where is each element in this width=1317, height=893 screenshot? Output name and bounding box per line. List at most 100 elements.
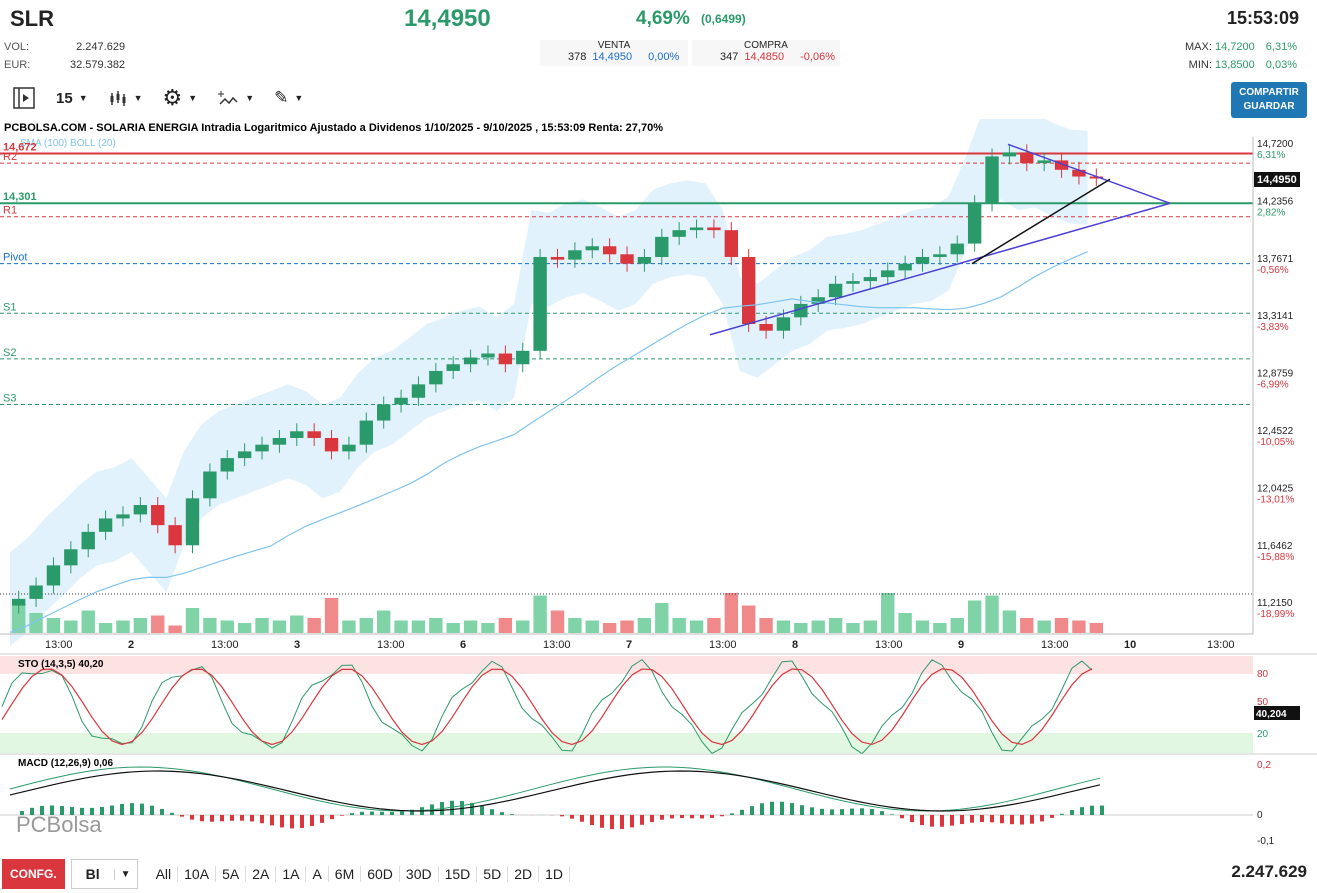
macd-histogram-bar <box>380 811 384 815</box>
volume-bar <box>637 618 652 633</box>
macd-histogram-bar <box>100 806 104 815</box>
period-5d[interactable]: 5D <box>477 866 509 882</box>
level-label: 14,672 <box>3 141 37 153</box>
candle-body <box>272 437 287 445</box>
period-10a[interactable]: 10A <box>178 866 217 882</box>
macd-histogram-bar <box>340 815 344 816</box>
macd-histogram-bar <box>360 811 364 815</box>
macd-histogram-bar <box>570 815 574 819</box>
volume-bar <box>151 615 165 633</box>
candle-body <box>12 598 26 606</box>
candle-body <box>689 227 704 231</box>
period-1a[interactable]: 1A <box>276 866 307 882</box>
candle-body <box>637 256 652 264</box>
panel-toggle-button[interactable] <box>4 85 44 111</box>
last-price-tag-bg <box>1254 172 1300 187</box>
candle-body <box>1037 160 1051 164</box>
bollinger-band <box>10 119 1088 646</box>
candle-body <box>933 254 947 257</box>
chart-type-select[interactable]: ▼ <box>100 85 151 111</box>
volume-bar <box>759 618 773 633</box>
macd-histogram-bar <box>650 815 654 823</box>
max-label: MAX: <box>1185 41 1212 53</box>
volume-bar <box>237 623 252 633</box>
period-2a[interactable]: 2A <box>246 866 277 882</box>
volume-bar <box>602 623 617 633</box>
volume-bar <box>585 620 599 633</box>
play-panel-icon <box>13 87 35 109</box>
macd-histogram-bar <box>1100 805 1104 815</box>
macd-histogram-bar <box>580 815 584 822</box>
vol-value: 2.247.629 <box>76 41 126 53</box>
candle-body <box>359 420 373 445</box>
x-tick-label: 13:00 <box>211 639 239 651</box>
volume-bar <box>967 600 982 633</box>
interval-value: 15 <box>56 89 73 107</box>
macd-histogram-bar <box>80 807 84 815</box>
total-volume: 2.247.629 <box>1231 862 1307 881</box>
candle-body <box>116 514 130 519</box>
y-tick-pct: -0,56% <box>1257 265 1289 276</box>
period-a[interactable]: A <box>306 866 329 882</box>
macd-histogram-bar <box>1000 815 1004 824</box>
volume-bar <box>950 618 964 633</box>
candle-body <box>898 263 912 271</box>
macd-histogram-bar <box>790 803 794 815</box>
period-2d[interactable]: 2D <box>508 866 540 882</box>
period-30d[interactable]: 30D <box>400 866 439 882</box>
macd-histogram-bar <box>250 815 254 822</box>
macd-histogram-bar <box>280 815 284 828</box>
period-6m[interactable]: 6M <box>329 866 362 882</box>
candle-body <box>255 444 269 452</box>
settings-select[interactable]: ⚙ ▼ <box>155 85 206 111</box>
x-tick-label: 13:00 <box>1207 639 1235 651</box>
macd-histogram-bar <box>770 801 774 815</box>
compra-qty: 347 <box>720 51 739 63</box>
macd-histogram-bar <box>840 809 844 815</box>
volume-bar <box>689 620 704 633</box>
x-tick-label: 13:00 <box>45 639 73 651</box>
last-price: 14,4950 <box>404 5 491 32</box>
period-5a[interactable]: 5A <box>216 866 247 882</box>
volume-bar <box>463 620 478 633</box>
venta-qty: 378 <box>568 51 587 63</box>
candle-body <box>481 353 495 358</box>
candle-body <box>1089 176 1103 179</box>
x-tick-label: 8 <box>792 639 798 651</box>
period-60d[interactable]: 60D <box>361 866 400 882</box>
candle-body <box>1002 152 1017 157</box>
period-1d[interactable]: 1D <box>539 866 571 882</box>
volume-bar <box>881 593 895 633</box>
eur-value: 32.579.382 <box>70 59 126 71</box>
indicators-select[interactable]: ▼ <box>209 85 262 111</box>
y-tick-pct: -10,05% <box>1257 437 1294 448</box>
x-tick-label: 13:00 <box>543 639 571 651</box>
macd-histogram-bar <box>780 801 784 815</box>
volume-bar <box>81 610 95 633</box>
x-tick-label: 9 <box>958 639 964 651</box>
candle-body <box>307 431 321 438</box>
chart-type-dropdown[interactable]: Bl ▼ <box>70 859 138 889</box>
period-15d[interactable]: 15D <box>439 866 478 882</box>
sto-tag-bg <box>1254 706 1300 720</box>
macd-histogram-bar <box>140 803 144 815</box>
macd-histogram-bar <box>210 815 214 822</box>
y-tick-pct: -18,99% <box>1257 609 1294 620</box>
period-all[interactable]: All <box>150 866 179 882</box>
drawing-select[interactable]: ✎ ▼ <box>266 85 311 111</box>
macd-histogram-bar <box>150 805 154 815</box>
y-tick-label: 12,8759 <box>1257 369 1294 380</box>
y-tick-label: 11,2150 <box>1257 598 1293 609</box>
macd-histogram-bar <box>350 813 354 815</box>
candle-body <box>377 404 391 421</box>
config-button[interactable]: CONFG. <box>2 859 65 889</box>
price-chart[interactable]: PCBOLSA.COM - SOLARIA ENERGIA Intradia L… <box>0 119 1317 855</box>
x-tick-label: 6 <box>460 639 466 651</box>
interval-select[interactable]: 15 ▼ <box>48 85 96 111</box>
candle-body <box>776 317 791 331</box>
pencil-icon: ✎ <box>274 88 289 107</box>
macd-histogram-bar <box>410 809 414 815</box>
share-save-button[interactable]: COMPARTIR GUARDAR <box>1231 82 1307 118</box>
trendline-support <box>709 202 1171 336</box>
candle-body <box>1072 169 1086 177</box>
